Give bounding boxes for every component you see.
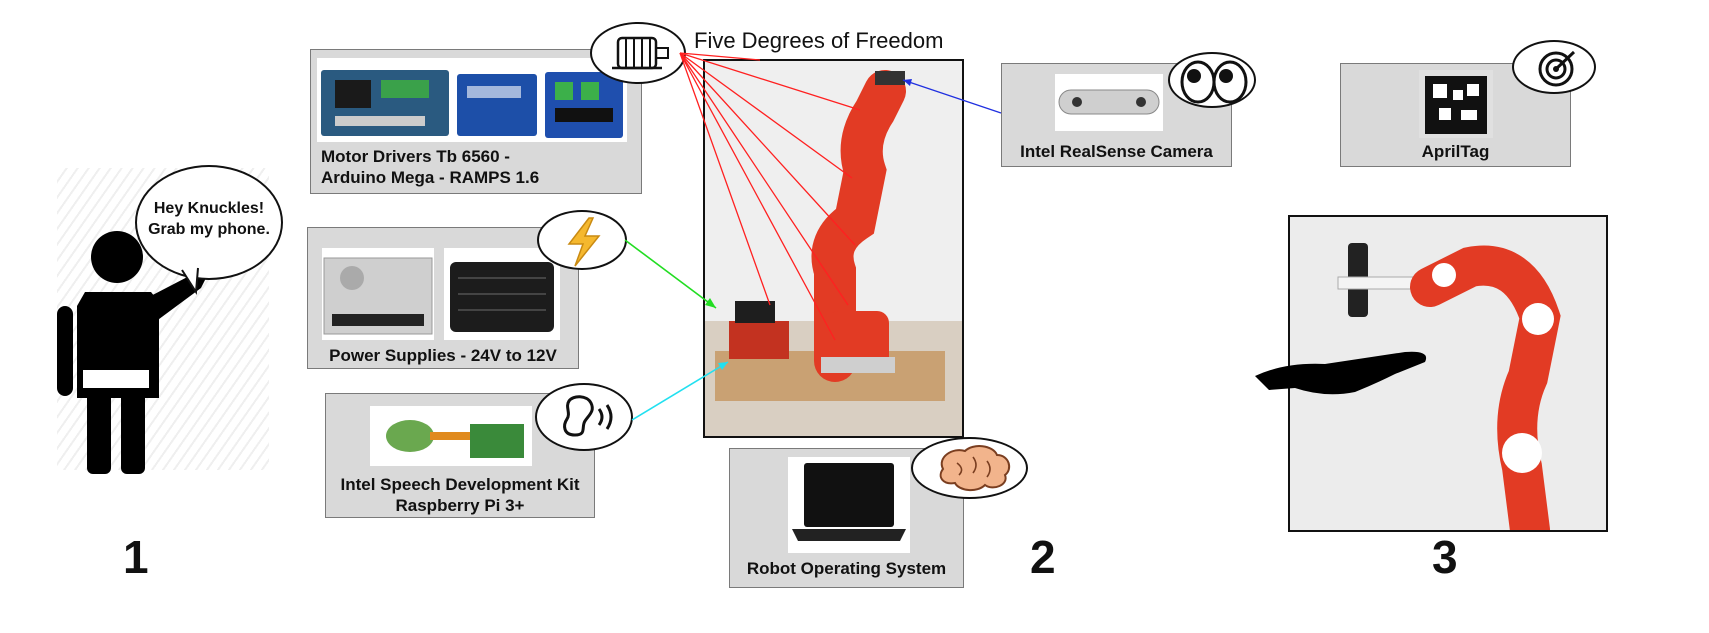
person-icon (57, 231, 206, 474)
apriltag-label: AprilTag (1421, 142, 1490, 161)
step-number-2: 2 (1030, 531, 1056, 583)
speech-kit-card: Intel Speech Development Kit Raspberry P… (325, 393, 595, 518)
camera-label: Intel RealSense Camera (1020, 142, 1213, 161)
driver-boards-graphic (321, 70, 623, 138)
lightning-icon (537, 210, 627, 270)
camera-connector-line (902, 79, 1002, 114)
apriltag-card: AprilTag (1340, 63, 1571, 167)
motor-icon (590, 22, 686, 84)
power-supplies-card: Power Supplies - 24V to 12V (307, 227, 579, 369)
ear-sound-icon (535, 383, 633, 451)
ros-label: Robot Operating System (746, 559, 947, 578)
laptop-photo (788, 457, 910, 553)
power-connector-line (624, 239, 717, 309)
power-supply-photo-1 (322, 248, 434, 340)
speech-bubble (135, 165, 283, 280)
power-supplies-label: Power Supplies - 24V to 12V (329, 346, 557, 365)
apriltag-photo (1419, 70, 1493, 138)
motor-connector-lines (679, 52, 861, 341)
step-number-3: 3 (1432, 531, 1458, 583)
motor-drivers-card: Motor Drivers Tb 6560 - Arduino Mega - R… (310, 49, 642, 194)
eyes-icon (1168, 52, 1256, 108)
speech-bubble-text: Hey Knuckles! Grab my phone. (148, 200, 270, 238)
speech-kit-label: Intel Speech Development Kit Raspberry P… (340, 475, 580, 515)
step-number-1: 1 (123, 531, 149, 583)
motor-drivers-photo (317, 58, 627, 142)
robot-arm-photo (703, 59, 964, 438)
speech-connector-line (631, 361, 729, 421)
power-supply-photo-2 (444, 248, 560, 340)
target-icon (1512, 40, 1596, 94)
realsense-photo (1055, 74, 1163, 131)
open-hand-icon (1255, 351, 1427, 395)
speech-kit-photo (370, 406, 532, 466)
motor-drivers-label: Motor Drivers Tb 6560 - Arduino Mega - R… (321, 147, 540, 187)
dof-title: Five Degrees of Freedom (694, 28, 944, 53)
brain-icon (911, 437, 1028, 499)
speech-bubble-tail (181, 267, 199, 296)
